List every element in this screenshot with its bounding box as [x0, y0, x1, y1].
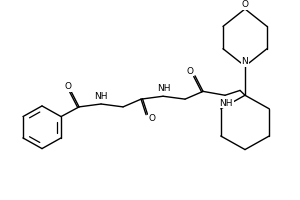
Text: NH: NH	[219, 99, 233, 108]
Text: NH: NH	[94, 92, 108, 101]
Text: N: N	[242, 57, 248, 66]
Text: O: O	[242, 0, 248, 9]
Text: O: O	[148, 114, 156, 123]
Text: O: O	[187, 67, 194, 76]
Text: NH: NH	[157, 84, 171, 93]
Text: O: O	[64, 82, 72, 91]
